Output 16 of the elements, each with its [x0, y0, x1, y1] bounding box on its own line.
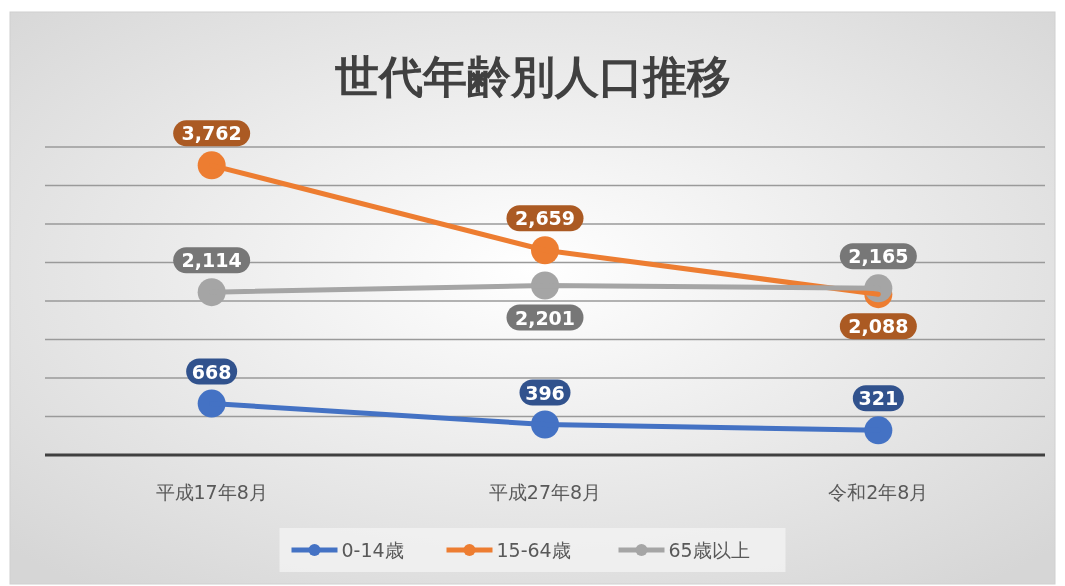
data-label: 2,088 — [848, 315, 909, 338]
legend-label: 15-64歳 — [496, 539, 571, 561]
chart-title: 世代年齢別人口推移 — [334, 51, 731, 102]
data-label: 2,201 — [514, 306, 576, 329]
data-label: 396 — [525, 381, 565, 404]
data-label: 668 — [191, 360, 232, 383]
legend-label: 65歳以上 — [668, 539, 750, 561]
x-tick-label: 平成17年8月 — [155, 481, 268, 503]
x-tick-label: 平成27年8月 — [488, 481, 602, 503]
data-label: 321 — [858, 387, 899, 410]
data-label: 3,762 — [181, 122, 242, 145]
data-label: 2,114 — [181, 249, 242, 272]
x-tick-label: 令和2年8月 — [828, 481, 929, 503]
data-label: 2,165 — [848, 245, 909, 268]
data-label: 2,659 — [514, 207, 576, 230]
legend-label: 0-14歳 — [341, 539, 404, 561]
